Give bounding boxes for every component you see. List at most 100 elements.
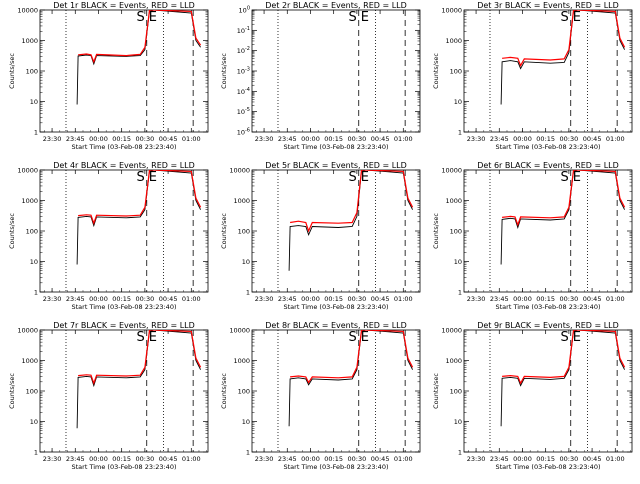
y-tick-label: 1000 [21,37,38,45]
y-axis-label: Counts/sec [8,373,16,409]
panel-det-8: Det 8r BLACK = Events, RED = LLD 1 10 100 10… [220,321,421,471]
panel-det-7: Det 7r BLACK = Events, RED = LLD 1 10 100 10… [8,321,209,471]
y-tick-label: 10 [454,258,462,266]
series-group [500,10,626,105]
x-tick-label: 00:30 [136,295,155,303]
marker-s-label: S [560,170,568,185]
series-group [76,170,202,265]
y-tick-label: 1 [246,449,250,457]
panel-title: Det 2r BLACK = Events, RED = LLD [265,1,407,10]
y-tick-label: 100 [239,6,250,15]
x-axis-label: Start Time (03-Feb-08 23:23:40) [496,303,601,311]
x-tick-label: 00:45 [371,135,390,143]
series-line-events [500,170,626,265]
marker-s-label: S [136,170,144,185]
series-group [500,330,626,427]
y-tick-label: 10000 [229,167,250,175]
series-line-events [76,170,202,265]
y-tick-label: 10000 [441,327,462,335]
x-tick-label: 23:30 [255,135,274,143]
x-tick-label: 23:30 [255,295,274,303]
x-tick-label: 23:45 [278,455,297,463]
y-tick-label: 10-4 [237,87,250,96]
panel-title: Det 6r BLACK = Events, RED = LLD [477,161,619,170]
marker-e-label: E [361,170,369,185]
y-tick-label: 10-2 [237,46,250,55]
x-tick-label: 00:30 [348,295,367,303]
series-group [500,170,626,265]
x-tick-label: 00:30 [560,135,579,143]
marker-e-label: E [573,10,581,25]
y-tick-label: 1000 [445,37,462,45]
plot-frame [463,9,633,133]
series-line-events [500,10,626,105]
panel-title: Det 9r BLACK = Events, RED = LLD [477,321,619,330]
x-tick-label: 23:45 [278,135,297,143]
marker-s-label: S [136,330,144,345]
panel-det-9: Det 9r BLACK = Events, RED = LLD 1 10 100 10… [432,321,633,471]
x-tick-label: 00:15 [324,135,343,143]
x-tick-label: 01:00 [394,295,413,303]
y-axis-label: Counts/sec [432,213,440,249]
marker-e-label: E [573,170,581,185]
y-tick-label: 10-1 [237,26,250,35]
series-group [288,170,414,271]
plot-frame [251,329,421,453]
series-line-events [288,330,414,427]
y-axis-label: Counts/sec [8,213,16,249]
x-tick-label: 23:30 [467,455,486,463]
x-axis-label: Start Time (03-Feb-08 23:23:40) [72,143,177,151]
plot-frame [463,169,633,293]
panel-title: Det 1r BLACK = Events, RED = LLD [53,1,195,10]
panel-title: Det 3r BLACK = Events, RED = LLD [477,1,619,10]
x-tick-label: 00:00 [89,295,108,303]
x-axis-label: Start Time (03-Feb-08 23:23:40) [284,463,389,471]
series-group [76,10,202,105]
x-tick-label: 01:00 [606,455,625,463]
x-tick-label: 00:15 [112,135,131,143]
y-tick-label: 100 [238,388,250,396]
series-line-lld [78,10,202,64]
y-tick-label: 10-3 [237,67,250,76]
x-tick-label: 00:45 [583,455,602,463]
y-tick-label: 10 [30,98,38,106]
marker-e-label: E [149,330,157,345]
marker-s-label: S [560,330,568,345]
x-tick-label: 23:45 [66,295,85,303]
series-group [288,330,414,427]
x-tick-label: 01:00 [182,455,201,463]
y-tick-label: 1000 [21,197,38,205]
x-tick-label: 00:15 [536,455,555,463]
series-line-lld [290,330,414,384]
x-tick-label: 00:00 [301,295,320,303]
plot-frame [463,329,633,453]
marker-s-label: S [560,10,568,25]
x-tick-label: 00:30 [560,455,579,463]
y-tick-label: 1 [458,129,462,137]
x-tick-label: 00:30 [348,455,367,463]
x-tick-label: 00:30 [136,135,155,143]
series-line-lld [78,330,202,386]
y-tick-label: 10000 [17,7,38,15]
panel-det-2: Det 2r BLACK = Events, RED = LLD 10-6 10-5… [220,1,421,151]
x-tick-label: 01:00 [606,295,625,303]
series-line-events [76,330,202,429]
plot-frame [39,9,209,133]
x-tick-label: 01:00 [394,455,413,463]
x-tick-label: 00:15 [536,295,555,303]
x-tick-label: 23:30 [43,295,62,303]
x-tick-label: 00:00 [513,295,532,303]
y-tick-label: 1000 [445,357,462,365]
y-tick-label: 10000 [441,7,462,15]
y-axis-label: Counts/sec [432,373,440,409]
y-tick-label: 10 [30,418,38,426]
series-line-lld [290,170,414,233]
x-tick-label: 00:45 [583,295,602,303]
series-line-lld [502,10,626,68]
x-tick-label: 00:15 [324,455,343,463]
x-tick-label: 00:00 [301,135,320,143]
y-axis-label: Counts/sec [220,53,228,89]
y-tick-label: 10000 [17,327,38,335]
series-line-events [500,330,626,427]
